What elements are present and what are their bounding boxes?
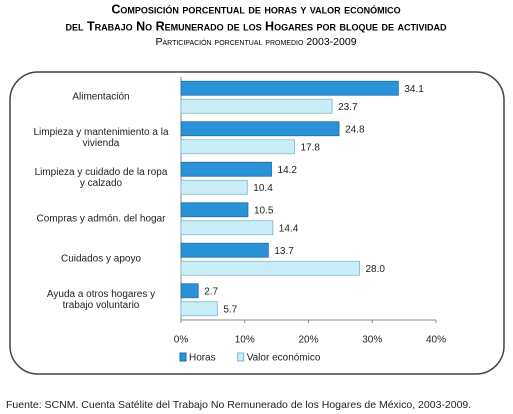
x-tick-label: 20% [298,335,318,346]
bar [180,260,360,276]
chart-frame [9,71,505,375]
chart-title: Composición porcentual de horas y valor … [111,2,400,16]
x-tick-label: 40% [426,335,446,346]
bar [180,98,333,114]
x-tick-label: 10% [235,335,255,346]
value-label: 14.4 [279,223,299,234]
legend-swatch [237,352,245,362]
bar [180,139,295,155]
bar [180,202,249,218]
value-label: 5.7 [223,304,237,315]
value-label: 17.8 [300,142,320,153]
bar [180,121,340,137]
legend-label: Valor económico [247,353,321,364]
y-tick-label: Limpieza y cuidado de la ropa y calzado [34,167,168,190]
value-label: 13.7 [274,246,294,257]
chart-title-line2: del Trabajo No Remunerado de los Hogares… [66,19,447,33]
bar [180,283,199,299]
legend-swatch [179,352,187,362]
value-label: 10.5 [254,205,274,216]
bar [180,179,248,195]
legend-label: Horas [189,353,216,364]
bar [180,301,218,317]
bar [180,220,274,236]
bar [180,242,269,258]
chart-subtitle: Participación porcentual promedio 2003-2… [155,36,356,48]
bar [180,161,272,177]
value-label: 2.7 [204,286,218,297]
value-label: 28.0 [366,264,386,275]
y-tick-label: Ayuda a otros hogares y trabajo voluntar… [46,288,156,311]
x-tick-label: 30% [362,335,382,346]
y-tick-label: Alimentación [72,91,130,103]
value-label: 34.1 [404,84,424,95]
value-label: 10.4 [253,183,273,194]
value-label: 23.7 [338,102,358,113]
y-tick-label: Cuidados y apoyo [60,253,142,265]
x-tick-label: 0% [174,335,189,346]
y-tick-label: Compras y admón. del hogar [36,213,166,225]
bar [180,80,399,96]
value-label: 14.2 [278,165,298,176]
source-note: Fuente: SCNM. Cuenta Satélite del Trabaj… [6,399,471,411]
value-label: 24.8 [345,124,365,135]
y-tick-label: Limpieza y mantenimiento a la vivienda [33,126,169,149]
